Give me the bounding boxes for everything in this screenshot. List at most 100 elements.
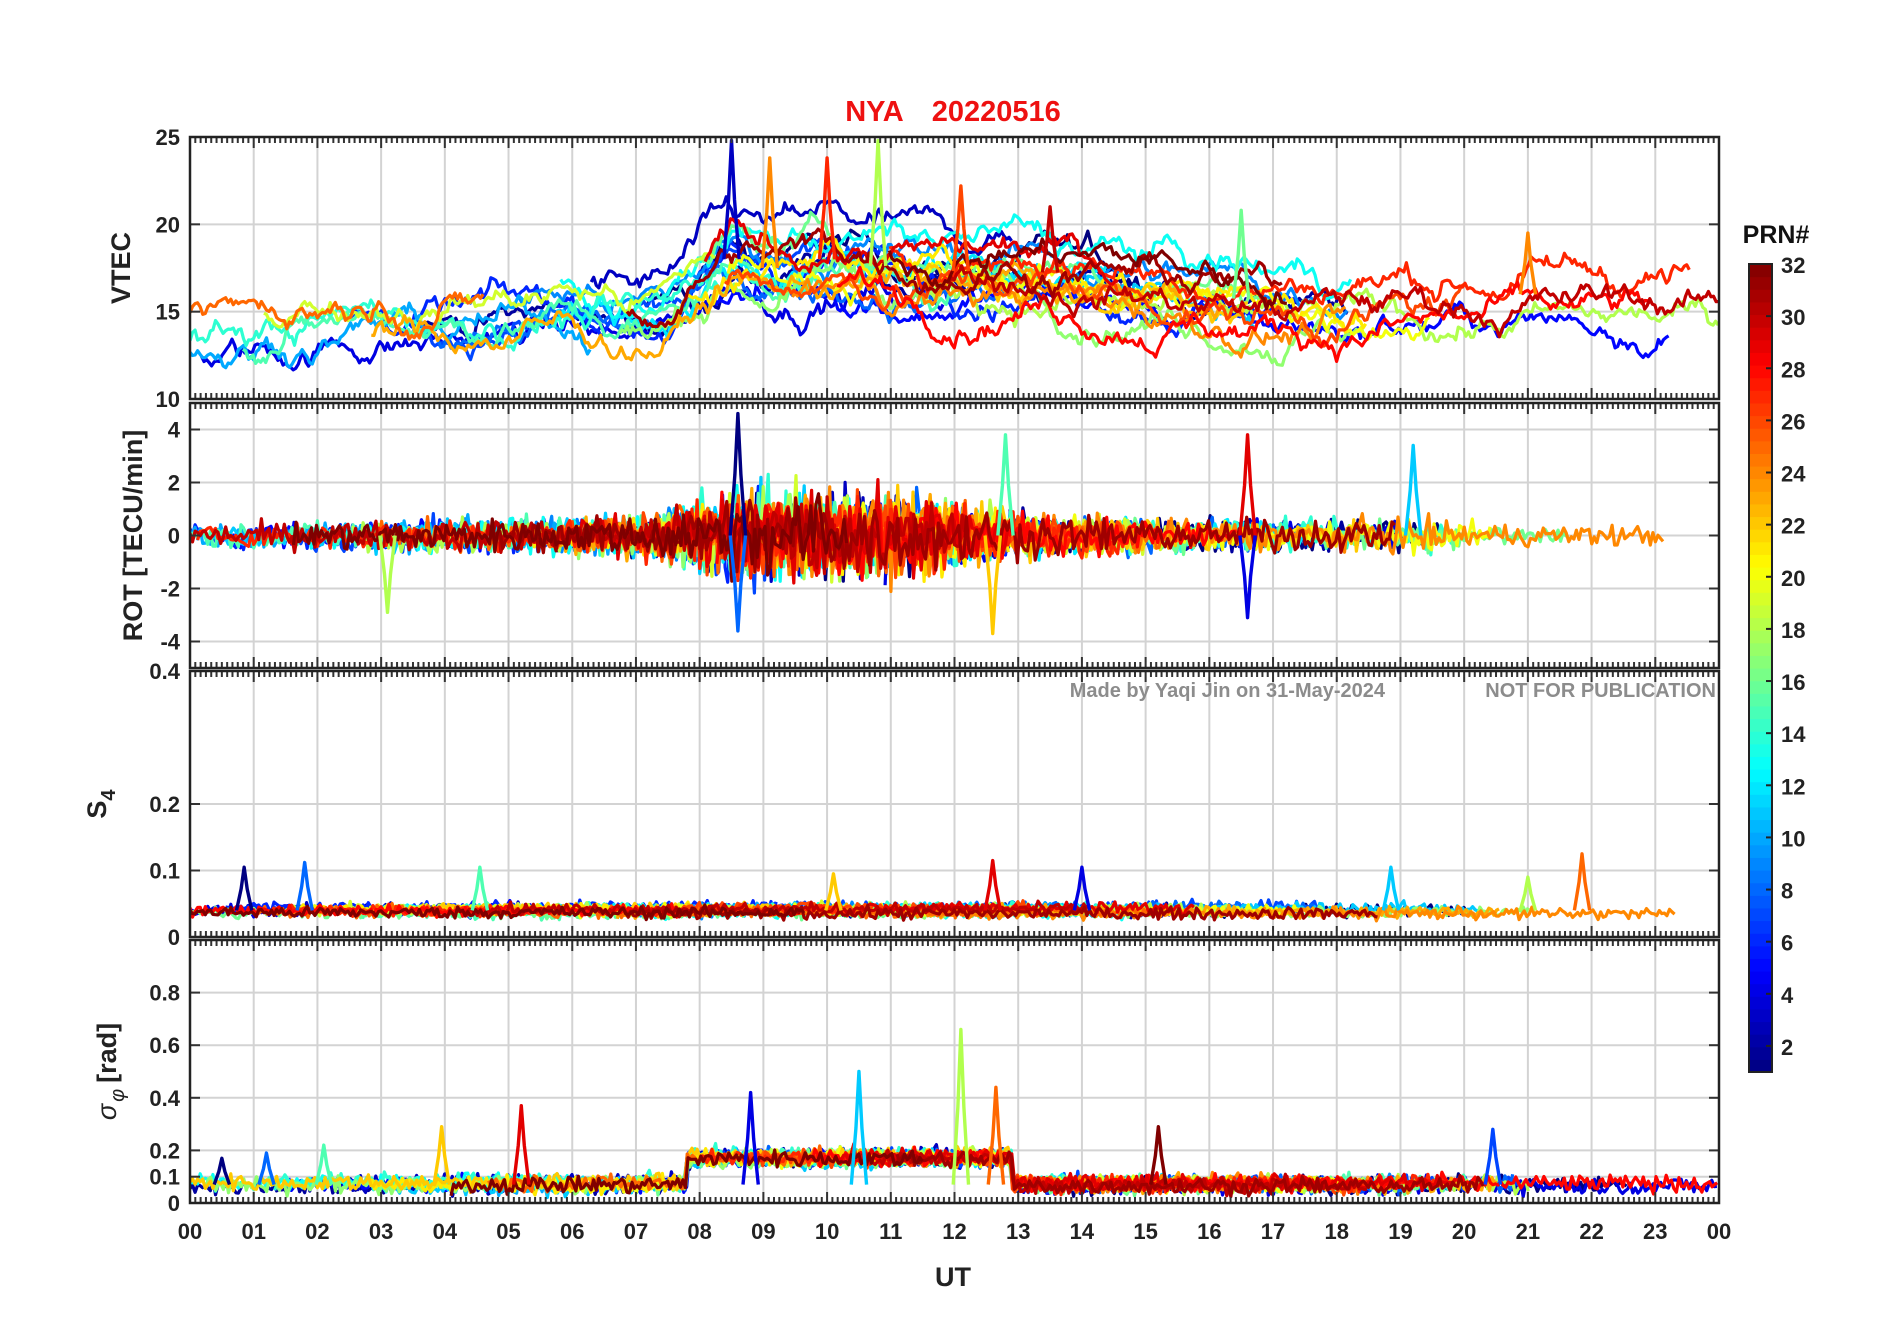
colorbar-cell xyxy=(1749,705,1772,720)
peak-mark xyxy=(432,1125,451,1185)
x-tick-label: 00 xyxy=(178,1219,202,1244)
colorbar-cell xyxy=(1749,756,1772,770)
x-tick-label: 13 xyxy=(1006,1219,1030,1244)
peak-mark xyxy=(983,858,1003,911)
y-axis-label-vtec: VTEC xyxy=(106,232,136,304)
colorbar-cell xyxy=(1749,996,1772,1010)
peak-mark xyxy=(1238,433,1257,536)
peak-mark xyxy=(295,860,314,911)
y-tick-label: 2 xyxy=(168,471,180,496)
colorbar-cell xyxy=(1749,352,1772,366)
series-group-sigma-phi xyxy=(190,1027,1719,1200)
panel-vtec: 10 15 20 25 VTEC xyxy=(106,125,1721,412)
y-tick-label: 15 xyxy=(156,300,180,325)
peak-mark xyxy=(1483,1127,1503,1185)
series-prn-32 xyxy=(190,903,806,922)
colorbar-cell xyxy=(1749,491,1772,505)
peak-mark xyxy=(951,1027,971,1185)
colorbar-cell xyxy=(1749,1021,1772,1035)
y-tick-label: 0.8 xyxy=(149,981,180,1006)
y-tick-label: 20 xyxy=(156,212,180,237)
peak-mark xyxy=(824,872,843,911)
colorbar-cell xyxy=(1749,895,1772,909)
peak-mark xyxy=(378,535,397,615)
peak-mark xyxy=(1072,865,1092,911)
colorbar-cell xyxy=(1749,440,1772,454)
colorbar-cell xyxy=(1749,870,1772,884)
series-prn-27 xyxy=(888,245,1691,308)
colorbar-cell xyxy=(1749,743,1772,757)
colorbar-cell xyxy=(1749,327,1772,341)
y-tick-label: 0.2 xyxy=(149,1138,180,1163)
y-tick-label: 10 xyxy=(156,387,180,412)
series-prn-3 xyxy=(589,195,1013,290)
colorbar-cell xyxy=(1749,819,1772,833)
colorbar-cell xyxy=(1749,806,1772,821)
colorbar-cell xyxy=(1749,693,1772,707)
y-axis-label-sigma-phi: σφ [rad] xyxy=(92,1023,129,1120)
colorbar-cell xyxy=(1749,390,1772,404)
peak-mark xyxy=(951,184,971,272)
colorbar-cell xyxy=(1749,604,1772,619)
x-tick-label: 22 xyxy=(1579,1219,1603,1244)
series-prn-19 xyxy=(263,252,716,331)
x-tick-label: 06 xyxy=(560,1219,584,1244)
series-prn-23 xyxy=(371,261,1227,362)
y-axis-label-rot: ROT [TECU/min] xyxy=(118,430,148,641)
colorbar-cell xyxy=(1749,289,1772,303)
x-tick-label: 11 xyxy=(879,1219,902,1244)
x-tick-label: 23 xyxy=(1643,1219,1667,1244)
colorbar-cell xyxy=(1749,541,1772,555)
series-prn-13 xyxy=(559,213,1353,319)
peak-mark xyxy=(1381,865,1401,911)
panel-rot: -4 -2 0 2 4 ROT [TECU/min] xyxy=(118,401,1721,670)
colorbar-cell xyxy=(1749,642,1772,656)
peak-mark xyxy=(1518,231,1538,295)
colorbar-tick-label: 10 xyxy=(1781,826,1805,851)
colorbar-cell xyxy=(1749,503,1772,518)
colorbar-cell xyxy=(1749,314,1772,328)
y-tick-label: 0.4 xyxy=(149,659,180,684)
colorbar-cell xyxy=(1749,857,1772,871)
colorbar-tick-label: 28 xyxy=(1781,357,1805,382)
colorbar-cell xyxy=(1749,1046,1772,1060)
y-tick-label: 0 xyxy=(168,1191,180,1216)
colorbar-tick-label: 26 xyxy=(1781,409,1805,434)
colorbar-cell xyxy=(1749,731,1772,745)
series-group-s4 xyxy=(190,852,1676,923)
colorbar-cell xyxy=(1749,769,1772,783)
colorbar-tick-label: 22 xyxy=(1781,514,1805,539)
colorbar-cell xyxy=(1749,920,1772,934)
colorbar-cell xyxy=(1749,478,1772,492)
colorbar-tick-label: 18 xyxy=(1781,618,1805,643)
colorbar-cell xyxy=(1749,466,1772,480)
axes-frame-sigma-phi xyxy=(188,938,1721,1205)
peak-mark xyxy=(1040,205,1060,273)
colorbar-tick-label: 4 xyxy=(1781,983,1794,1008)
sigma-label-main: σ xyxy=(92,1102,122,1120)
x-tick-label: 15 xyxy=(1133,1219,1157,1244)
colorbar-cell xyxy=(1749,983,1772,997)
peak-mark xyxy=(470,865,490,911)
colorbar-cell xyxy=(1749,617,1772,631)
s4-label-main: S xyxy=(82,801,112,819)
peak-mark xyxy=(1238,535,1257,620)
x-tick-label: 21 xyxy=(1516,1219,1540,1244)
y-tick-label: 0.1 xyxy=(149,1165,180,1190)
peak-mark xyxy=(1403,443,1423,536)
colorbar-cell xyxy=(1749,718,1772,732)
panel-s4: 0 0.1 0.2 0.4 S4 xyxy=(82,659,1721,950)
colorbar-cell xyxy=(1749,1059,1772,1073)
sigma-label-sub: φ xyxy=(107,1089,129,1102)
s4-label-sub: 4 xyxy=(98,789,120,801)
colorbar-cell xyxy=(1749,680,1772,694)
colorbar-tick-label: 6 xyxy=(1781,931,1793,956)
colorbar-cell xyxy=(1749,579,1772,593)
colorbar-title: PRN# xyxy=(1743,221,1810,249)
x-tick-label: 07 xyxy=(624,1219,648,1244)
peak-mark xyxy=(257,1151,276,1186)
peak-mark xyxy=(234,865,254,911)
colorbar-cell xyxy=(1749,781,1772,795)
colorbar-tick-label: 30 xyxy=(1781,305,1805,330)
